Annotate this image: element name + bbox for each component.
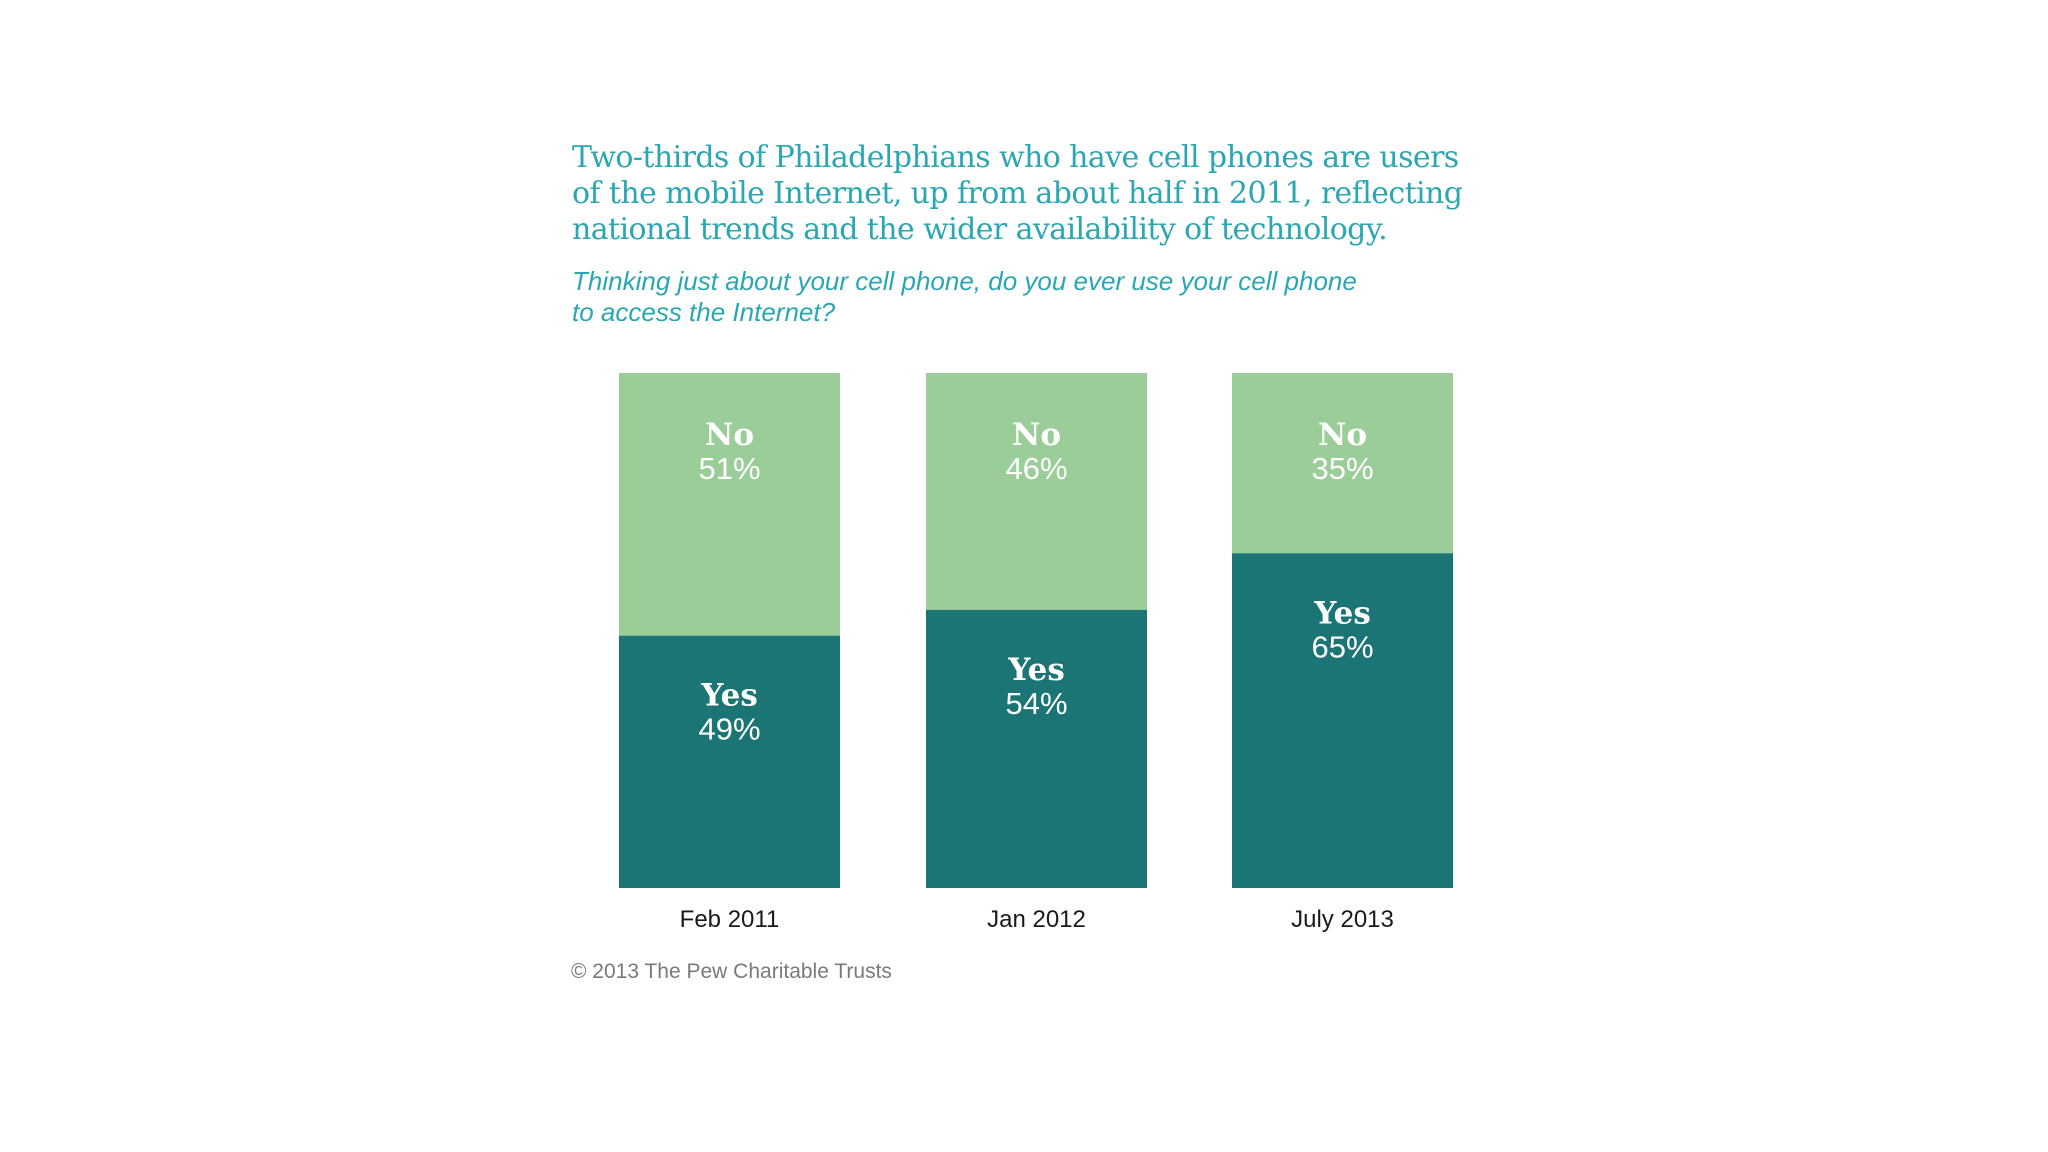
bar-no-1 (926, 373, 1147, 610)
label-no-name-1: No (1012, 417, 1061, 453)
chart-subtitle: Thinking just about your cell phone, do … (572, 266, 1357, 327)
bar-yes-2 (1232, 553, 1453, 888)
chart-title: Two-thirds of Philadelphians who have ce… (572, 140, 1463, 247)
bar-yes-0 (619, 635, 840, 888)
label-yes-name-0: Yes (700, 678, 758, 714)
label-yes-value-2: 65% (1311, 629, 1373, 664)
label-no-value-2: 35% (1311, 451, 1373, 486)
label-no-value-0: 51% (698, 451, 760, 486)
label-yes-value-0: 49% (698, 712, 760, 747)
category-label-1: Jan 2012 (987, 906, 1086, 933)
bar-yes-1 (926, 609, 1147, 888)
label-yes-value-1: 54% (1005, 686, 1067, 721)
label-yes-name-2: Yes (1313, 595, 1371, 631)
label-no-name-0: No (705, 417, 754, 453)
category-label-2: July 2013 (1291, 906, 1394, 933)
label-yes-name-1: Yes (1007, 652, 1065, 688)
bar-no-0 (619, 373, 840, 636)
label-no-name-2: No (1318, 417, 1367, 453)
label-no-value-1: 46% (1005, 451, 1067, 486)
category-label-0: Feb 2011 (680, 906, 780, 933)
bar-no-2 (1232, 373, 1453, 554)
source-credit: © 2013 The Pew Charitable Trusts (571, 960, 892, 983)
